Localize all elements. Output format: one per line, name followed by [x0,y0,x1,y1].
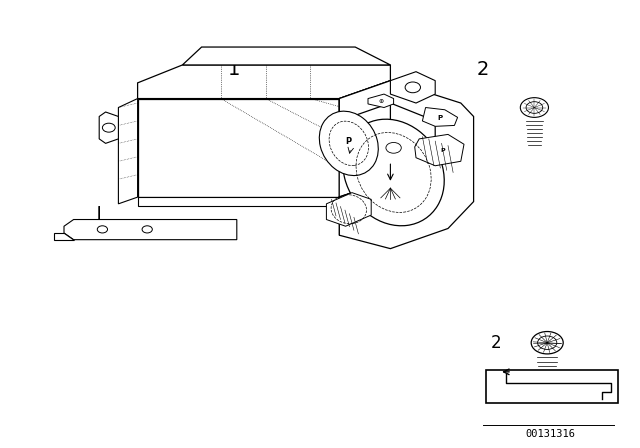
Text: ⊕: ⊕ [378,99,383,104]
Bar [486,370,618,403]
Circle shape [526,102,543,113]
Polygon shape [118,99,138,204]
Text: 1: 1 [227,60,240,79]
Polygon shape [138,99,339,197]
Circle shape [538,336,557,349]
Text: P: P [345,137,351,146]
Text: P: P [438,115,443,121]
Ellipse shape [319,111,378,176]
Polygon shape [54,233,74,240]
Polygon shape [182,47,390,65]
Polygon shape [368,94,394,108]
Polygon shape [138,197,339,206]
Ellipse shape [343,119,444,226]
Polygon shape [64,206,237,240]
Text: 2: 2 [477,60,490,79]
Polygon shape [138,65,390,99]
Text: P: P [440,148,445,153]
Text: 2: 2 [491,334,501,352]
Circle shape [520,98,548,117]
Polygon shape [339,81,390,197]
Polygon shape [326,193,371,226]
Polygon shape [339,81,474,249]
Polygon shape [390,72,435,103]
Polygon shape [339,179,390,206]
Polygon shape [99,112,118,143]
Circle shape [531,332,563,354]
Text: 00131316: 00131316 [525,429,575,439]
Polygon shape [422,108,458,126]
Polygon shape [415,134,464,166]
